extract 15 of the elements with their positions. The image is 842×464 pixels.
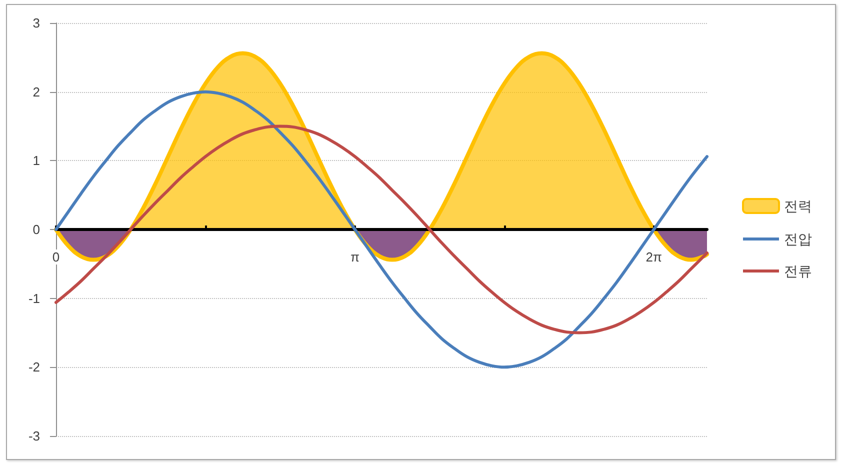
legend-label: 전력 — [784, 198, 812, 214]
line-series — [54, 124, 708, 334]
line-series — [54, 90, 708, 369]
x-tick-label: 2π — [646, 250, 662, 264]
y-tick-label: 0 — [32, 222, 40, 237]
y-tick-label: 3 — [32, 16, 40, 30]
x-tick-label: π — [350, 250, 360, 264]
y-tick-label: 1 — [32, 153, 40, 168]
legend-label: 전압 — [784, 231, 812, 247]
y-tick-label: 2 — [32, 84, 40, 100]
y-tick-label: -1 — [28, 290, 40, 306]
x-tick-label: 0 — [52, 250, 60, 264]
y-tick-label: -3 — [28, 428, 40, 444]
y-tick-label: -2 — [28, 360, 40, 375]
legend-label: 전류 — [784, 263, 812, 279]
